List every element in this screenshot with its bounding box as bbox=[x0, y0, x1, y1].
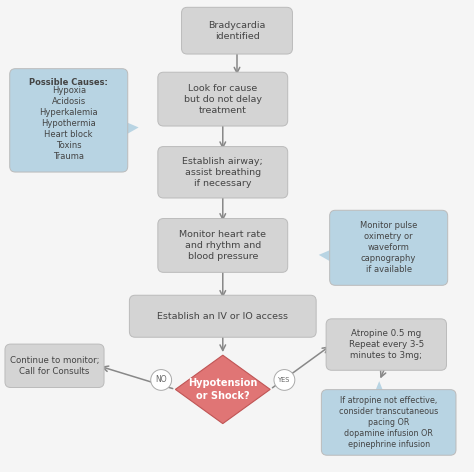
Polygon shape bbox=[122, 120, 138, 137]
Text: Hypoxia
Acidosis
Hyperkalemia
Hypothermia
Heart block
Toxins
Trauma: Hypoxia Acidosis Hyperkalemia Hypothermi… bbox=[39, 86, 98, 161]
FancyBboxPatch shape bbox=[326, 319, 447, 370]
Text: Hypotension
or Shock?: Hypotension or Shock? bbox=[188, 378, 257, 401]
Text: NO: NO bbox=[155, 375, 167, 385]
FancyBboxPatch shape bbox=[158, 219, 288, 272]
Circle shape bbox=[274, 370, 295, 390]
Text: Establish an IV or IO access: Establish an IV or IO access bbox=[157, 312, 288, 321]
Circle shape bbox=[151, 370, 172, 390]
Polygon shape bbox=[319, 248, 335, 264]
Text: Bradycardia
identified: Bradycardia identified bbox=[208, 21, 266, 41]
Text: Establish airway;
assist breathing
if necessary: Establish airway; assist breathing if ne… bbox=[182, 157, 263, 188]
FancyBboxPatch shape bbox=[329, 211, 447, 285]
Text: Continue to monitor;
Call for Consults: Continue to monitor; Call for Consults bbox=[10, 356, 99, 376]
Text: Possible Causes:: Possible Causes: bbox=[29, 78, 108, 87]
Text: YES: YES bbox=[278, 377, 291, 383]
FancyBboxPatch shape bbox=[9, 69, 128, 172]
FancyBboxPatch shape bbox=[129, 295, 316, 337]
Text: If atropine not effective,
consider transcutaneous
pacing OR
dopamine infusion O: If atropine not effective, consider tran… bbox=[339, 396, 438, 449]
FancyBboxPatch shape bbox=[5, 344, 104, 388]
Text: Monitor heart rate
and rhythm and
blood pressure: Monitor heart rate and rhythm and blood … bbox=[179, 230, 266, 261]
Text: Look for cause
but do not delay
treatment: Look for cause but do not delay treatmen… bbox=[184, 84, 262, 115]
Text: Atropine 0.5 mg
Repeat every 3-5
minutes to 3mg;: Atropine 0.5 mg Repeat every 3-5 minutes… bbox=[349, 329, 424, 360]
Polygon shape bbox=[175, 355, 270, 424]
FancyBboxPatch shape bbox=[158, 72, 288, 126]
FancyBboxPatch shape bbox=[182, 7, 292, 54]
FancyBboxPatch shape bbox=[321, 390, 456, 455]
Text: Monitor pulse
oximetry or
waveform
capnography
if available: Monitor pulse oximetry or waveform capno… bbox=[360, 221, 418, 275]
Polygon shape bbox=[374, 381, 385, 396]
FancyBboxPatch shape bbox=[158, 146, 288, 198]
